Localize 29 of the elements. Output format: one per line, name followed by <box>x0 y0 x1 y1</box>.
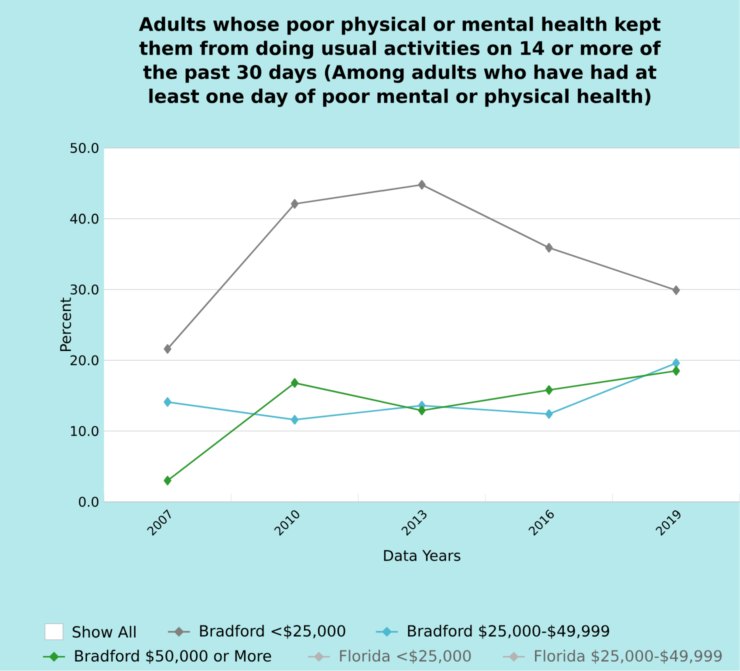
legend-label: Florida $25,000-$49,999 <box>535 650 722 664</box>
text: Show All <box>72 626 136 638</box>
point <box>672 286 680 296</box>
legend-label: Bradford $25,000-$49,999 <box>408 624 610 639</box>
point <box>672 358 680 368</box>
y-tick-label: 40.0 <box>70 214 98 224</box>
point <box>545 243 553 253</box>
y-tick-label: 10.0 <box>71 426 98 436</box>
point <box>290 415 298 425</box>
point <box>290 199 298 209</box>
point <box>164 344 172 354</box>
chart-title: Adults whose poor physical or mental health kept them from doing usual activities on 14 or more of the past 30 days (Among adults who have had at least one day of poor mental or physical health) <box>138 16 661 108</box>
x-axis-title: Data Years <box>384 550 460 562</box>
y-tick-label: 50.0 <box>70 143 98 154</box>
legend-label: Bradford $50,000 or More <box>75 650 272 664</box>
point <box>545 409 553 419</box>
point <box>545 385 553 395</box>
point <box>290 378 298 388</box>
legend-label: Bradford <$25,000 <box>200 624 346 639</box>
y-tick-label: 20.0 <box>70 355 98 366</box>
point <box>164 476 172 486</box>
y-tick-label: 0.0 <box>78 496 98 507</box>
legend-label: Florida <$25,000 <box>340 650 471 664</box>
y-tick-label: 30.0 <box>70 284 98 295</box>
point <box>418 406 426 416</box>
point <box>418 180 426 190</box>
point <box>164 397 172 407</box>
y-axis-title: Percent <box>60 298 72 352</box>
point <box>672 366 680 376</box>
